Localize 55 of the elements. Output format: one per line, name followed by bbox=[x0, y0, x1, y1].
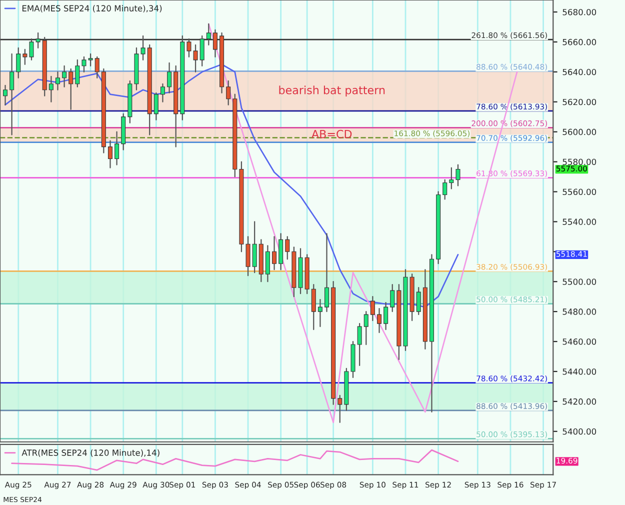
candlestick bbox=[324, 233, 330, 312]
y-tick-label: 5620.00 bbox=[562, 98, 596, 106]
candlestick bbox=[416, 287, 421, 316]
candlestick bbox=[48, 76, 54, 102]
candlestick bbox=[88, 53, 93, 66]
y-tick-label: 5580.00 bbox=[562, 158, 596, 166]
candlestick bbox=[114, 131, 120, 166]
candlestick bbox=[22, 48, 28, 65]
candlestick bbox=[442, 179, 448, 200]
candlestick bbox=[449, 167, 454, 190]
y-tick-label: 5500.00 bbox=[562, 278, 596, 285]
candlestick bbox=[357, 322, 362, 366]
candlestick bbox=[252, 221, 257, 274]
candlestick bbox=[154, 92, 158, 120]
y-tick-label: 5540.00 bbox=[562, 218, 596, 225]
candlestick bbox=[311, 284, 316, 330]
candlestick bbox=[226, 80, 231, 106]
candlestick bbox=[364, 311, 368, 346]
y-tick-label: 5560.00 bbox=[562, 188, 596, 196]
candlestick bbox=[10, 53, 14, 136]
band-label: bearish bat pattern bbox=[279, 86, 385, 96]
candlestick bbox=[68, 68, 74, 110]
candlestick bbox=[3, 84, 8, 106]
candlestick bbox=[272, 236, 277, 270]
candlestick bbox=[108, 140, 112, 168]
legend-label: ATR(MES SEP24 (120 Minute),14) bbox=[22, 449, 160, 457]
y-tick-label: 5480.00 bbox=[562, 308, 596, 315]
candlestick bbox=[167, 62, 172, 94]
y-tick-label: 5460.00 bbox=[562, 338, 596, 345]
legend-label: EMA(MES SEP24 (120 Minute),34) bbox=[22, 5, 162, 12]
candlestick bbox=[82, 56, 86, 72]
candlestick bbox=[160, 83, 165, 102]
y-tick-label: 5440.00 bbox=[562, 368, 596, 375]
y-tick-label: 5680.00 bbox=[562, 8, 596, 16]
candlestick bbox=[265, 245, 270, 282]
candlestick bbox=[75, 59, 80, 88]
band-label: AB=CD bbox=[312, 130, 352, 138]
y-tick-label: 5400.00 bbox=[562, 428, 596, 435]
y-tick-label: 5420.00 bbox=[562, 398, 596, 405]
y-tick-label: 5600.00 bbox=[562, 128, 596, 136]
candlestick bbox=[390, 284, 395, 312]
y-tick-label: 5660.00 bbox=[562, 38, 596, 46]
candlestick bbox=[278, 233, 284, 270]
candlestick bbox=[318, 299, 322, 328]
candlestick bbox=[377, 308, 382, 334]
candlestick bbox=[384, 302, 388, 330]
candlestick bbox=[94, 56, 100, 78]
candlestick bbox=[285, 236, 290, 260]
candlestick bbox=[16, 47, 21, 78]
candlestick bbox=[338, 394, 342, 423]
candlestick bbox=[62, 65, 67, 88]
candlestick bbox=[55, 71, 60, 90]
y-tick-label: 5640.00 bbox=[562, 68, 596, 76]
candlestick bbox=[370, 296, 375, 322]
candlestick bbox=[456, 164, 460, 186]
